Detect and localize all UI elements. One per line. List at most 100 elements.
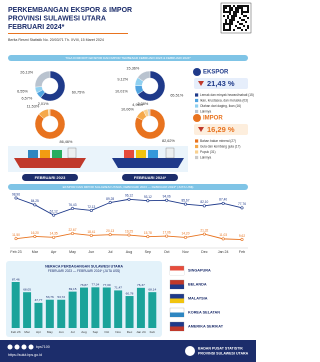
point-label: 14,20	[182, 232, 190, 236]
bar	[114, 290, 123, 328]
x-tick-label: Nov	[182, 250, 189, 254]
container	[148, 150, 158, 158]
qr-cell	[241, 9, 243, 11]
qr-cell	[223, 25, 225, 27]
bar-label: 68,05	[23, 288, 31, 292]
qr-cell	[225, 7, 227, 9]
legend-swatch	[195, 109, 199, 114]
x-tick-label: Apr	[36, 330, 41, 334]
donut-label: 15,36%	[126, 66, 140, 70]
point-label: 98,96	[12, 192, 20, 196]
qr-cell	[231, 15, 233, 17]
point-label: 87,40	[219, 198, 227, 202]
legend-swatch	[195, 144, 199, 149]
social-icon	[14, 344, 20, 350]
import-icon	[193, 114, 201, 122]
point	[202, 232, 206, 236]
qr-cell	[237, 5, 239, 7]
x-tick-label: Aug	[81, 330, 87, 334]
ship-bridge	[67, 147, 77, 159]
x-tick-label: May	[69, 250, 76, 254]
country-list: SINGAPURA BELANDA MALAYSIA KOREA SELATAN AME…	[169, 265, 224, 332]
qr-cell	[229, 19, 231, 21]
x-tick-label: Sep	[93, 330, 99, 334]
qr-cell	[223, 11, 225, 13]
point-label: 85,67	[182, 199, 190, 203]
point-label: 77,76	[238, 202, 246, 206]
point	[240, 206, 244, 210]
x-tick-label: Jul	[108, 250, 113, 254]
container	[52, 150, 62, 158]
point	[127, 197, 131, 201]
country-label: SINGAPURA	[188, 269, 211, 273]
legend-label: Olahan dari daging, ikan (16)	[200, 104, 241, 108]
qr-cell	[237, 21, 239, 23]
qr-cell	[239, 17, 241, 19]
x-tick-label: Jul	[71, 330, 75, 334]
legend-swatch	[195, 104, 199, 108]
ship-hull	[14, 158, 86, 168]
infographic: PERKEMBANGAN EKSPOR & IMPOR PROVINSI SUL…	[0, 2, 256, 362]
social-icon	[28, 344, 34, 350]
title-line: PERKEMBANGAN EKSPOR & IMPOR	[8, 7, 132, 14]
qr-cell	[229, 27, 231, 29]
point	[52, 235, 56, 239]
x-tick-label: Dec	[127, 330, 133, 334]
qr-cell	[231, 19, 233, 21]
point-label: 18,41	[87, 230, 95, 234]
point-label: 89,28	[106, 197, 114, 201]
container	[124, 150, 134, 158]
point-label: 62,12	[50, 209, 58, 213]
qr-cell	[229, 7, 231, 9]
section-banner	[8, 55, 248, 61]
export-icon	[193, 68, 201, 76]
ship-bridge	[165, 147, 175, 159]
x-tick-label: Feb	[239, 250, 245, 254]
qr-cell	[247, 5, 249, 7]
point-label: 11,50	[12, 233, 20, 237]
qr-cell	[231, 17, 233, 19]
bar	[57, 299, 66, 328]
qr-cell	[229, 5, 231, 7]
export-change: 21,43 %	[207, 79, 235, 88]
point	[221, 201, 225, 205]
qr-cell	[231, 9, 233, 11]
point-label: 11,03	[219, 233, 227, 237]
legend-label: Lainnya	[200, 109, 211, 113]
qr-cell	[225, 23, 227, 25]
qr-cell	[237, 27, 239, 29]
point	[146, 235, 150, 239]
legend-swatch	[195, 150, 199, 154]
container	[136, 150, 146, 158]
point-label: 9,62	[239, 234, 245, 238]
footer-handle: bps7100	[36, 345, 50, 349]
bar	[102, 287, 111, 328]
bar-label: 71,47	[114, 286, 122, 290]
donut-segment	[137, 70, 166, 102]
donut-segment	[147, 108, 151, 117]
down-arrow	[198, 127, 204, 132]
import-change: 16,29 %	[207, 125, 235, 134]
legend-label: Pupuk (31)	[200, 150, 216, 154]
footer-org: PROVINSI SULAWESI UTARA	[198, 351, 249, 355]
qr-cell	[233, 13, 235, 15]
qr-cell	[243, 5, 245, 7]
donut-label: 2,38%	[138, 102, 149, 106]
period-label: FEBRUARI 2023	[35, 175, 66, 180]
qr-cell	[229, 29, 231, 31]
point-label: 94,06	[163, 195, 171, 199]
qr-cell	[223, 27, 225, 29]
footer	[0, 340, 256, 362]
subtitle: Berita Resmi Statistik No. 20/03/71 Th. …	[8, 38, 104, 42]
donut-segment	[40, 70, 66, 102]
legend-label: Lainnya	[200, 155, 211, 159]
qr-cell	[241, 11, 243, 13]
bar	[68, 291, 77, 328]
period-pill	[22, 174, 78, 181]
line-title: EKSPOR DAN IMPOR SULAWESI UTARA, FEBRUAR…	[63, 185, 194, 189]
point	[71, 206, 75, 210]
qr-cell	[241, 7, 243, 9]
qr-cell	[245, 5, 247, 7]
point-label: 14,35	[50, 232, 58, 236]
legend-label: Gula dan kembang gula (17)	[200, 144, 240, 148]
